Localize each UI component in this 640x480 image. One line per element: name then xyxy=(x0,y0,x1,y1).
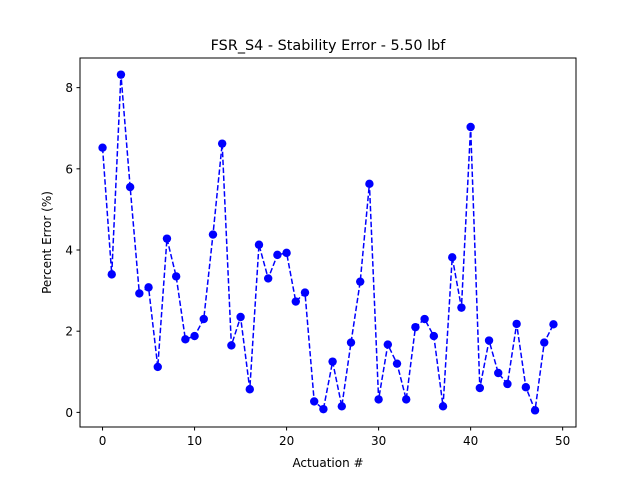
data-point xyxy=(282,248,291,258)
y-axis-label: Percent Error (%) xyxy=(40,191,54,294)
data-point xyxy=(227,341,236,350)
data-point xyxy=(337,402,346,411)
data-point xyxy=(402,395,411,404)
data-point xyxy=(429,331,439,341)
data-point xyxy=(245,385,254,394)
data-point xyxy=(457,303,466,312)
x-tick-label: 0 xyxy=(99,434,107,448)
data-point xyxy=(438,402,448,411)
y-tick-label: 0 xyxy=(65,406,73,420)
data-point xyxy=(273,250,282,260)
x-tick-label: 40 xyxy=(463,434,478,448)
data-point xyxy=(300,288,310,297)
data-point xyxy=(512,319,521,329)
y-axis: 0 2 4 6 8 xyxy=(65,81,80,420)
plot-area xyxy=(98,70,558,415)
data-point xyxy=(162,234,172,243)
x-tick-label: 20 xyxy=(279,434,294,448)
data-point xyxy=(291,297,300,306)
data-point xyxy=(328,357,337,366)
data-point xyxy=(346,338,356,347)
y-tick-label: 4 xyxy=(65,244,73,258)
data-point xyxy=(171,272,181,281)
data-point xyxy=(484,336,494,345)
data-point xyxy=(125,182,135,192)
data-point xyxy=(503,379,512,389)
data-point xyxy=(521,383,531,392)
series-line xyxy=(101,74,555,414)
data-point xyxy=(116,70,126,79)
data-point xyxy=(236,312,245,322)
data-point xyxy=(153,362,162,372)
data-point xyxy=(475,383,485,393)
data-point xyxy=(107,270,116,279)
data-point xyxy=(392,359,402,368)
data-point xyxy=(411,322,420,332)
data-point xyxy=(420,314,429,324)
x-axis-label: Actuation # xyxy=(292,456,363,470)
data-point xyxy=(383,340,393,349)
data-point xyxy=(254,240,264,249)
data-point xyxy=(144,283,153,292)
y-tick-label: 2 xyxy=(65,325,73,339)
x-tick-label: 30 xyxy=(371,434,386,448)
y-tick-label: 8 xyxy=(65,81,73,95)
data-point xyxy=(190,331,199,341)
data-point xyxy=(494,368,503,378)
x-tick-label: 50 xyxy=(555,434,570,448)
data-point xyxy=(181,335,190,344)
y-tick-label: 6 xyxy=(65,162,73,176)
x-axis: 0 10 20 30 40 50 xyxy=(99,427,570,448)
data-point xyxy=(217,139,227,148)
data-point xyxy=(448,253,457,262)
data-point xyxy=(263,274,273,283)
data-point xyxy=(208,230,218,239)
data-point xyxy=(199,314,208,324)
data-point xyxy=(356,277,365,286)
data-point xyxy=(466,122,475,132)
data-point xyxy=(310,397,319,406)
data-point xyxy=(540,338,549,347)
chart-title: FSR_S4 - Stability Error - 5.50 lbf xyxy=(211,38,447,54)
data-point xyxy=(549,320,558,329)
data-point xyxy=(365,179,374,189)
axes-frame xyxy=(79,57,577,428)
data-point xyxy=(319,404,328,414)
data-point xyxy=(530,406,540,415)
data-point xyxy=(98,143,107,152)
data-point xyxy=(135,289,144,298)
x-tick-label: 10 xyxy=(187,434,202,448)
data-point xyxy=(374,395,383,404)
